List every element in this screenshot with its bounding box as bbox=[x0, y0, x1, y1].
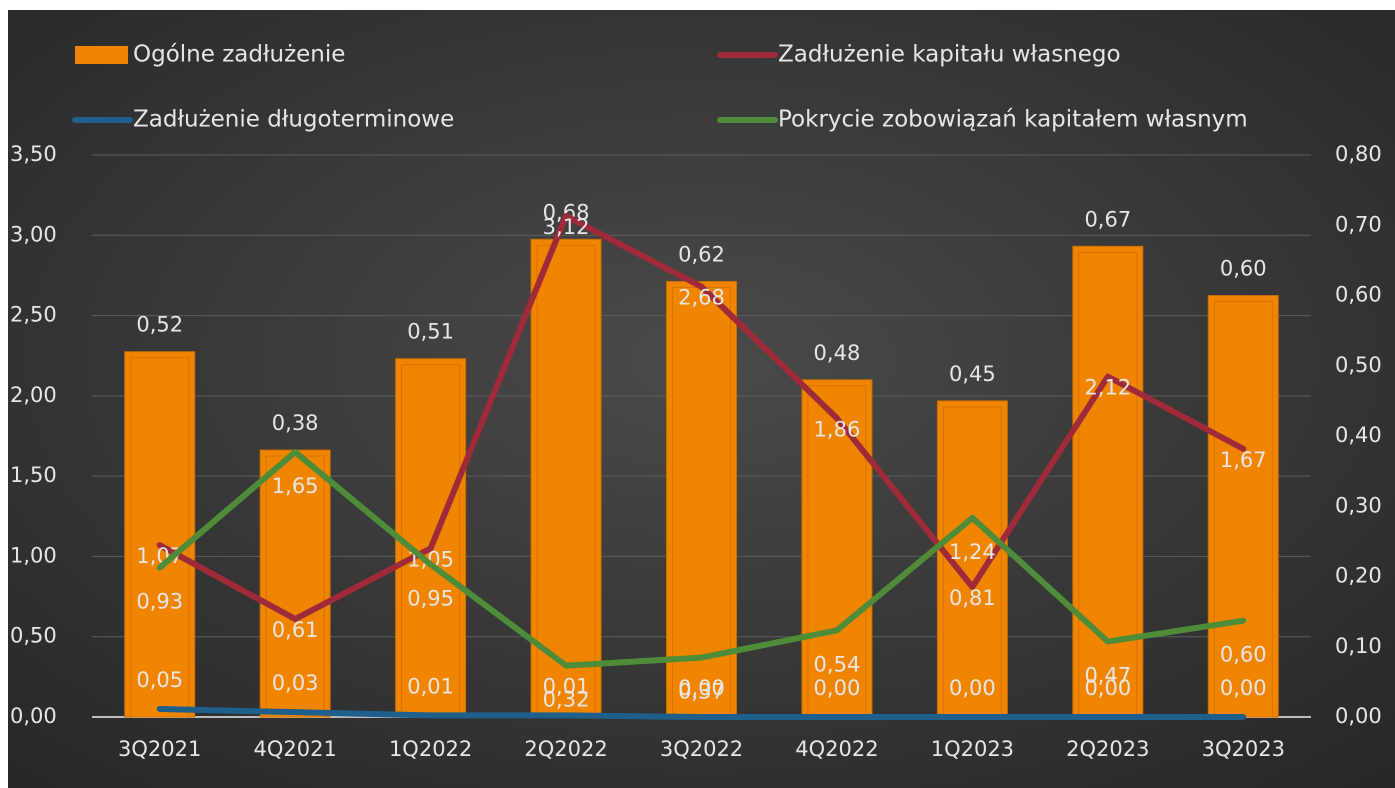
y2-tick-label: 0,20 bbox=[1335, 564, 1382, 588]
y-tick-label: 1,50 bbox=[10, 463, 57, 487]
bar-value-label: 0,38 bbox=[272, 411, 319, 435]
line-value-label: 0,54 bbox=[814, 652, 861, 676]
line-value-label: 3,12 bbox=[543, 215, 590, 239]
y-tick-label: 0,50 bbox=[10, 624, 57, 648]
bar bbox=[259, 449, 331, 718]
line-value-label: 1,24 bbox=[949, 540, 996, 564]
line-value-label: 2,68 bbox=[678, 286, 725, 310]
line-value-label: 0,00 bbox=[1220, 676, 1267, 700]
bar-value-label: 0,48 bbox=[814, 341, 861, 365]
line-value-label: 0,61 bbox=[272, 618, 319, 642]
line-value-label: 2,12 bbox=[1084, 376, 1131, 400]
bar-value-label: 0,67 bbox=[1084, 207, 1131, 231]
line-value-label: 0,01 bbox=[543, 674, 590, 698]
x-tick-label: 3Q2022 bbox=[660, 737, 743, 761]
legend-label: Zadłużenie kapitału własnego bbox=[778, 42, 1121, 68]
y-tick-label: 2,50 bbox=[10, 303, 57, 327]
y-tick-label: 0,00 bbox=[10, 704, 57, 728]
line-value-label: 0,00 bbox=[678, 676, 725, 700]
line-value-label: 0,00 bbox=[949, 676, 996, 700]
legend-swatch bbox=[75, 46, 128, 64]
bar bbox=[666, 280, 737, 718]
x-tick-label: 2Q2022 bbox=[524, 737, 607, 761]
line-value-label: 0,95 bbox=[407, 586, 454, 610]
x-tick-label: 1Q2022 bbox=[389, 737, 472, 761]
line-series bbox=[156, 213, 1247, 623]
y2-tick-label: 0,50 bbox=[1335, 353, 1382, 377]
line-value-label: 0,00 bbox=[814, 676, 861, 700]
y2-tick-label: 0,80 bbox=[1335, 142, 1382, 166]
bar-value-label: 0,51 bbox=[407, 320, 454, 344]
bar-value-label: 0,62 bbox=[678, 242, 725, 266]
legend-label: Ogólne zadłużenie bbox=[133, 42, 345, 68]
x-tick-label: 1Q2023 bbox=[931, 737, 1014, 761]
y2-tick-label: 0,30 bbox=[1335, 493, 1382, 517]
line-value-label: 0,03 bbox=[272, 671, 319, 695]
line-value-label: 1,67 bbox=[1220, 448, 1267, 472]
bar bbox=[395, 358, 467, 718]
y2-tick-label: 0,60 bbox=[1335, 283, 1382, 307]
x-tick-label: 2Q2023 bbox=[1066, 737, 1149, 761]
y-tick-label: 3,00 bbox=[10, 222, 57, 246]
y-tick-label: 2,00 bbox=[10, 383, 57, 407]
y-tick-label: 1,00 bbox=[10, 543, 57, 567]
line-value-label: 0,05 bbox=[136, 668, 183, 692]
legend-label: Zadłużenie długoterminowe bbox=[133, 107, 454, 133]
y2-tick-label: 0,40 bbox=[1335, 423, 1382, 447]
x-tick-label: 4Q2022 bbox=[795, 737, 878, 761]
line-value-label: 0,93 bbox=[136, 590, 183, 614]
bar bbox=[530, 238, 602, 718]
bar-inner bbox=[130, 357, 190, 718]
line-series bbox=[156, 449, 1247, 669]
y2-tick-label: 0,00 bbox=[1335, 704, 1382, 728]
line-value-label: 1,65 bbox=[272, 474, 319, 498]
line-series bbox=[156, 705, 1247, 720]
bar bbox=[1072, 245, 1144, 718]
x-tick-label: 3Q2023 bbox=[1202, 737, 1285, 761]
bar-value-label: 0,60 bbox=[1220, 257, 1267, 281]
bar-value-label: 0,52 bbox=[136, 313, 183, 337]
bar bbox=[124, 351, 196, 718]
y2-tick-label: 0,70 bbox=[1335, 212, 1382, 236]
line-value-label: 0,47 bbox=[1084, 664, 1131, 688]
y-tick-label: 3,50 bbox=[10, 142, 57, 166]
x-tick-label: 4Q2021 bbox=[253, 737, 336, 761]
x-tick-label: 3Q2021 bbox=[118, 737, 201, 761]
line-value-label: 0,01 bbox=[407, 674, 454, 698]
line-value-label: 0,00 bbox=[1084, 676, 1131, 700]
line-value-label: 0,60 bbox=[1220, 643, 1267, 667]
bar-inner bbox=[265, 455, 325, 718]
line-value-label: 0,81 bbox=[949, 586, 996, 610]
bar-value-label: 0,45 bbox=[949, 362, 996, 386]
line-value-label: 0,32 bbox=[543, 688, 590, 712]
legend-label: Pokrycie zobowiązań kapitałem własnym bbox=[778, 107, 1248, 133]
y2-tick-label: 0,10 bbox=[1335, 634, 1382, 658]
line-value-label: 1,86 bbox=[814, 417, 861, 441]
line-value-label: 0,37 bbox=[678, 680, 725, 704]
